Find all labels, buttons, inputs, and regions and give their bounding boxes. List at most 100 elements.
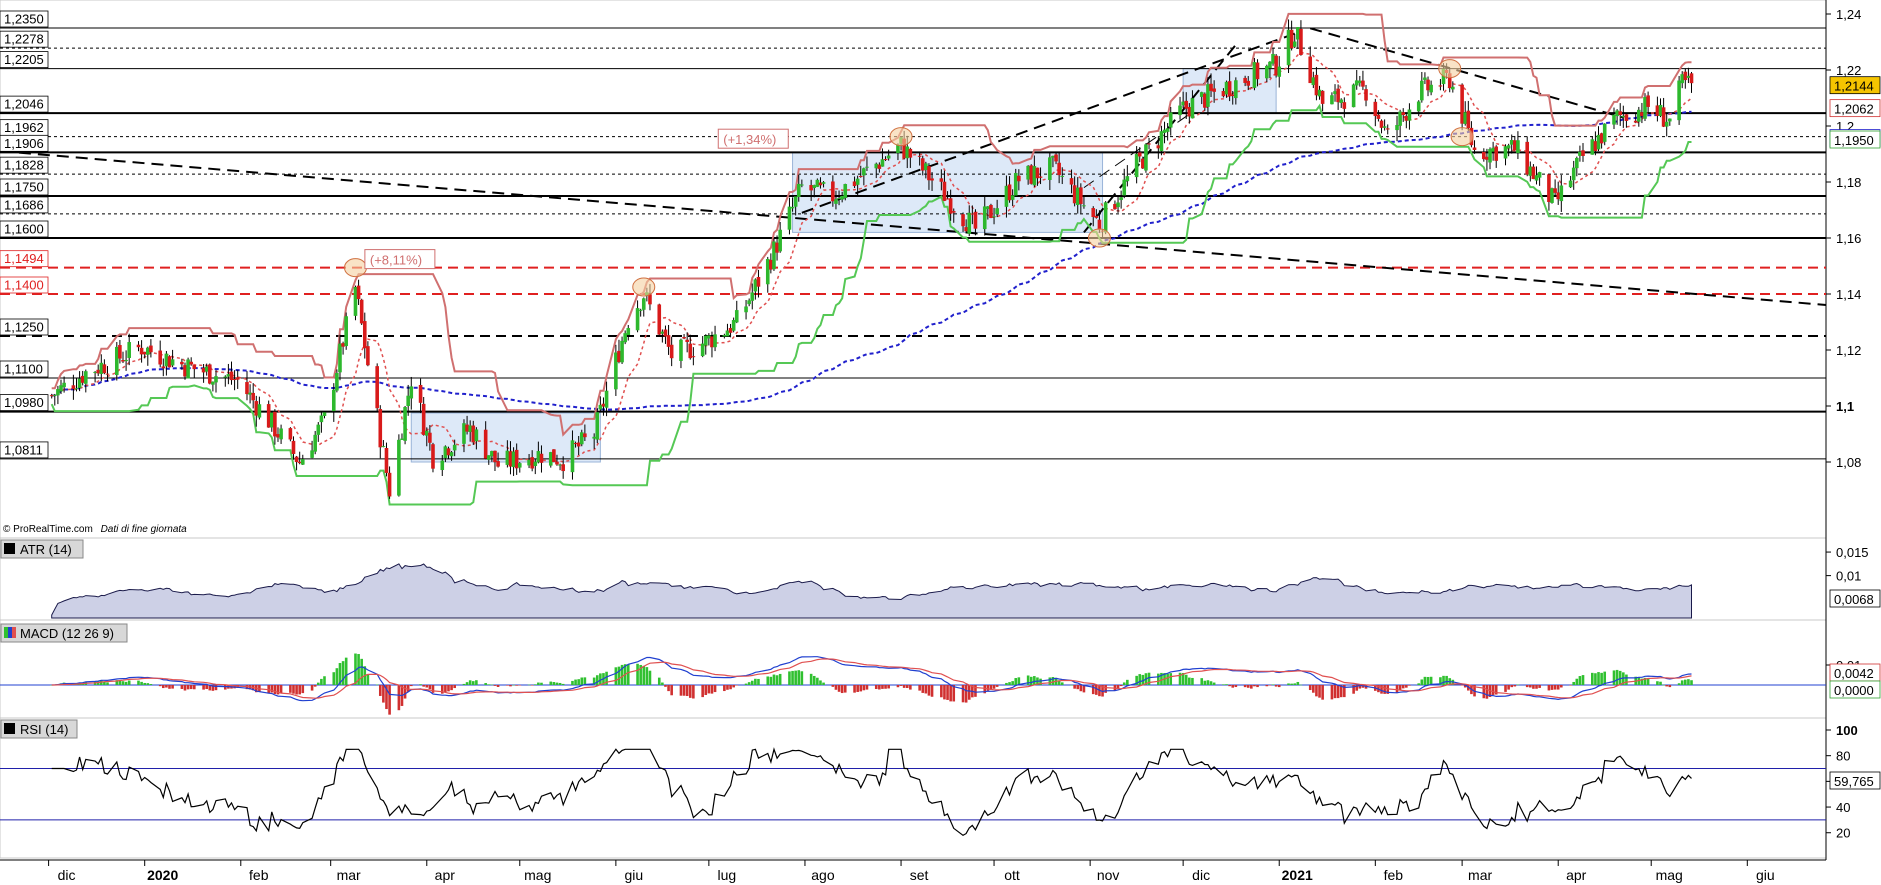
candle-body	[710, 336, 714, 348]
macd-hist-bar	[1659, 681, 1662, 685]
macd-hist-bar	[273, 685, 277, 694]
level-label: 1,1494	[4, 251, 44, 266]
macd-hist-bar	[571, 680, 574, 685]
candle-body	[986, 206, 990, 210]
macd-hist-bar	[279, 685, 283, 694]
x-tick-label: mag	[1656, 867, 1683, 883]
macd-hist-bar	[1560, 685, 1563, 688]
x-tick-label: apr	[435, 867, 456, 883]
highlight-ellipse	[1087, 228, 1111, 248]
candle-body	[812, 185, 817, 188]
macd-hist-bar	[208, 685, 212, 691]
macd-hist-bar	[171, 685, 174, 689]
candle-body	[992, 216, 996, 218]
candle-body	[1568, 180, 1573, 188]
trendline	[1083, 111, 1193, 189]
candle-body	[1299, 28, 1303, 56]
x-tick-label: mag	[524, 867, 551, 883]
candle-body	[167, 356, 172, 368]
atr-title-box[interactable]	[0, 539, 84, 559]
rsi-tick-label: 100	[1836, 723, 1858, 738]
rsi-line	[51, 747, 1692, 837]
candle-body	[1314, 74, 1319, 96]
candle-body	[1525, 141, 1530, 175]
atr-panel: 0,015 0,01 0,0068	[51, 545, 1881, 619]
candle-body	[964, 227, 968, 232]
macd-hist-bar	[599, 673, 602, 685]
macd-title-box[interactable]	[0, 623, 128, 643]
candle-body	[468, 425, 472, 433]
candle-body	[626, 328, 631, 336]
macd-hist-bar	[837, 685, 841, 692]
level-label: 1,1686	[4, 197, 44, 212]
candle-body	[1556, 192, 1561, 200]
macd-hist-bar	[946, 685, 949, 700]
candle-body	[124, 359, 128, 361]
macd-hist-bar	[1008, 682, 1011, 685]
macd-hist-bar	[118, 680, 122, 685]
candle-body	[961, 214, 965, 227]
candle-body	[945, 198, 950, 200]
macd-hist-bar	[921, 685, 925, 693]
candle-body	[821, 182, 826, 184]
candle-body	[1137, 152, 1142, 157]
candle-body	[245, 382, 249, 395]
macd-hist-bar	[484, 683, 487, 685]
macd-hist-bar	[639, 664, 642, 685]
candle-body	[59, 385, 63, 392]
candle-body	[1683, 71, 1688, 81]
macd-hist-bar	[1690, 680, 1693, 685]
candle-body	[1491, 147, 1495, 152]
candle-body	[254, 401, 259, 416]
macd-hist-bar	[1138, 674, 1142, 685]
macd-hist-bar	[1029, 676, 1033, 685]
candle-body	[539, 453, 544, 463]
stop-red-line	[51, 12, 1692, 437]
macd-hist-bar	[127, 680, 131, 685]
candle-body	[744, 306, 748, 313]
candle-body	[114, 346, 119, 375]
macd-hist-bar	[1082, 685, 1086, 693]
percent-annotation: (+1,34%)	[723, 132, 776, 147]
macd-hist-bar	[800, 671, 804, 685]
macd-hist-bar	[992, 685, 996, 689]
macd-hist-bar	[1408, 685, 1411, 686]
macd-hist-bar	[1169, 673, 1173, 685]
macd-hist-bar	[1594, 673, 1597, 685]
candle-body	[728, 327, 733, 333]
macd-hist-bar	[788, 671, 791, 685]
candle-body	[1122, 179, 1127, 196]
candle-body	[1571, 167, 1576, 181]
level-label: 1,0811	[4, 442, 43, 457]
candle-body	[576, 442, 581, 447]
candle-body	[1460, 84, 1464, 124]
macd-hist-bar	[1231, 685, 1235, 688]
macd-hist-bar	[1225, 684, 1228, 685]
candle-body	[493, 450, 497, 463]
macd-hist-bar	[1494, 685, 1498, 695]
macd-hist-bar	[462, 683, 466, 685]
macd-hist-bar	[605, 671, 608, 685]
candle-body	[105, 373, 110, 375]
ma-fast-line	[51, 51, 1692, 463]
candle-body	[1472, 147, 1477, 150]
percent-annotation: (+8,11%)	[370, 253, 422, 268]
rsi-title-box[interactable]	[0, 719, 78, 739]
macd-hist-bar	[1296, 681, 1300, 685]
macd-hist-bar	[750, 680, 754, 685]
candle-body	[375, 366, 379, 409]
macd-hist-bar	[1212, 682, 1216, 685]
rsi-badge	[1829, 771, 1881, 790]
candle-body	[139, 347, 144, 355]
candle-body	[1550, 188, 1554, 203]
candle-body	[1072, 185, 1077, 204]
candle-body	[775, 242, 779, 253]
candle-body	[691, 356, 696, 358]
macd-signal-badge-label: 0,0000	[1834, 683, 1874, 698]
candle-body	[335, 373, 339, 391]
candle-body	[930, 178, 934, 181]
candle-body	[93, 371, 97, 373]
macd-hist-bar	[357, 654, 360, 685]
macd-hist-bar	[884, 685, 887, 689]
macd-hist-bar	[1491, 685, 1495, 695]
